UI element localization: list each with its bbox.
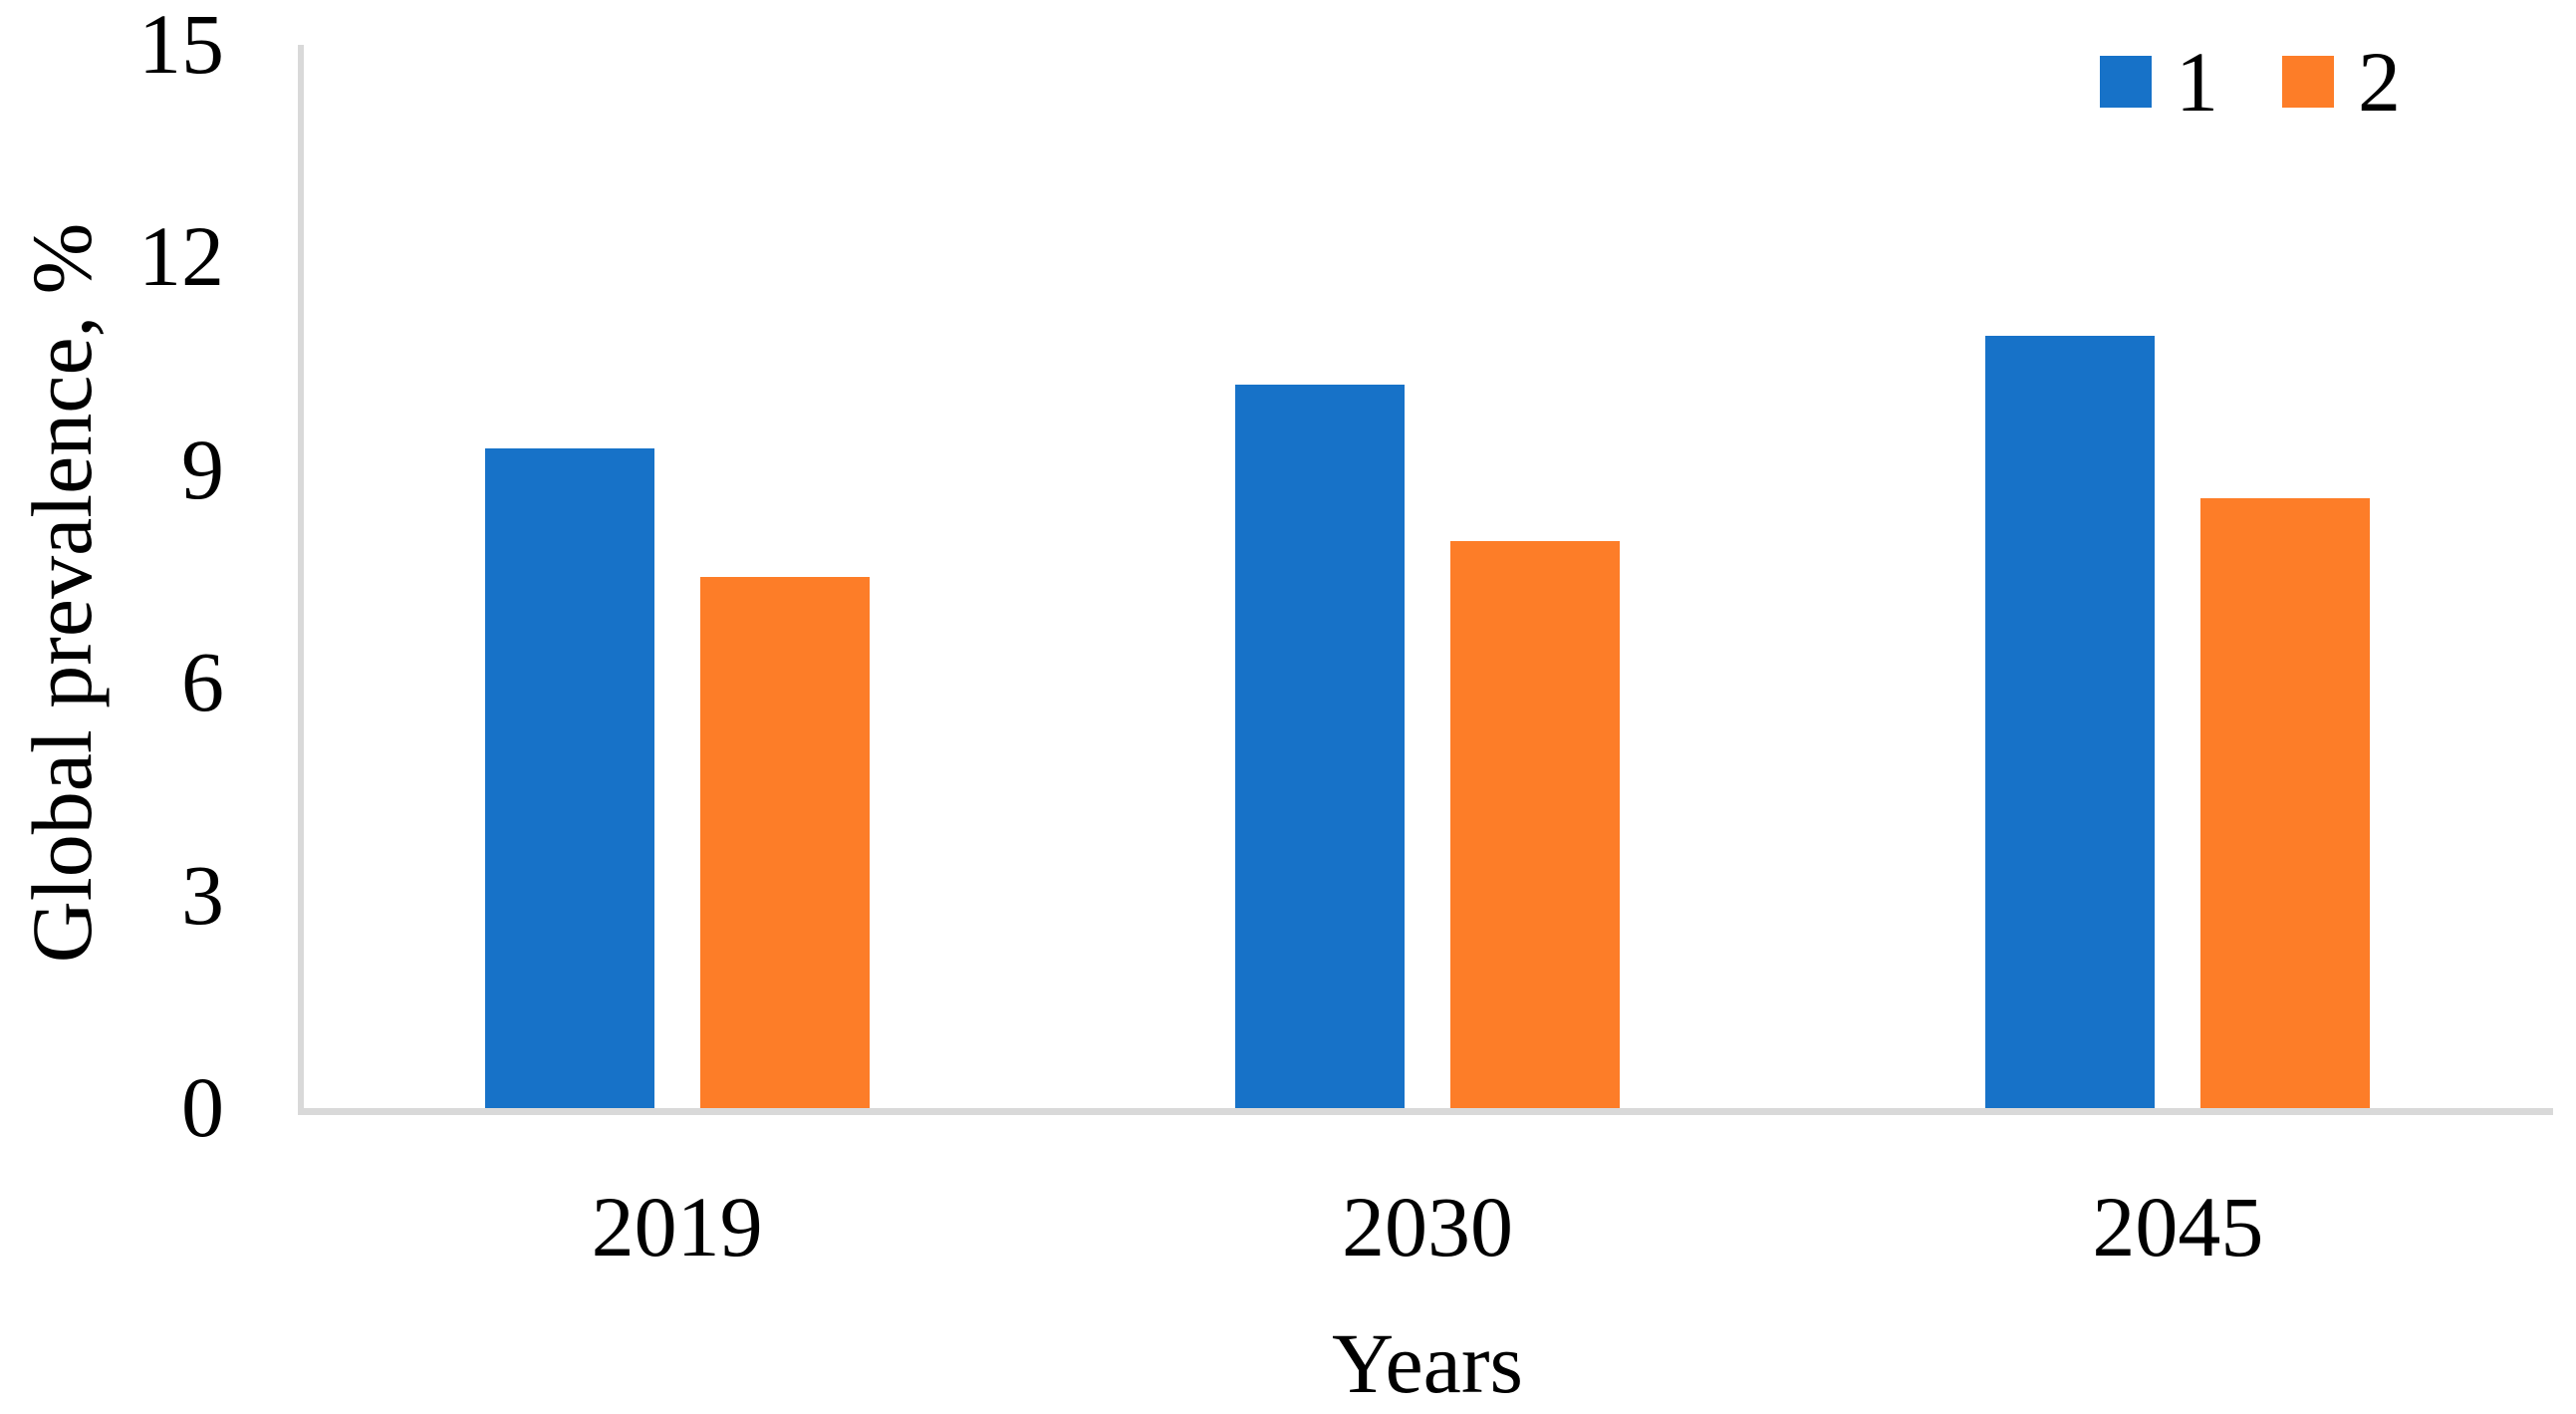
y-tick-label-3: 3 <box>181 846 224 943</box>
x-tick-label-2045: 2045 <box>2092 1179 2264 1274</box>
y-tick-label-0: 0 <box>181 1059 224 1155</box>
bar-series-2-2030 <box>1450 540 1620 1108</box>
legend-item-2: 2 <box>2282 32 2401 132</box>
x-tick-label-2030: 2030 <box>1342 1179 1513 1274</box>
bar-series-1-2030 <box>1235 385 1405 1108</box>
y-tick-label-9: 9 <box>181 421 224 517</box>
y-tick-label-12: 12 <box>138 208 224 305</box>
legend-label: 1 <box>2176 34 2218 130</box>
legend-swatch-icon <box>2100 56 2152 108</box>
bar-series-1-2045 <box>1985 335 2156 1108</box>
legend-swatch-icon <box>2282 56 2334 108</box>
bar-series-2-2019 <box>699 576 870 1108</box>
legend-item-1: 1 <box>2100 32 2218 132</box>
x-axis-title: Years <box>1332 1315 1523 1411</box>
y-tick-label-6: 6 <box>181 634 224 730</box>
y-tick-label-15: 15 <box>138 0 224 92</box>
y-axis-line <box>298 45 304 1115</box>
bar-series-2-2045 <box>2200 498 2371 1108</box>
x-tick-label-2019: 2019 <box>591 1179 763 1274</box>
legend-label: 2 <box>2358 34 2401 130</box>
bar-series-1-2019 <box>484 448 654 1108</box>
x-axis-line <box>298 1108 2553 1115</box>
